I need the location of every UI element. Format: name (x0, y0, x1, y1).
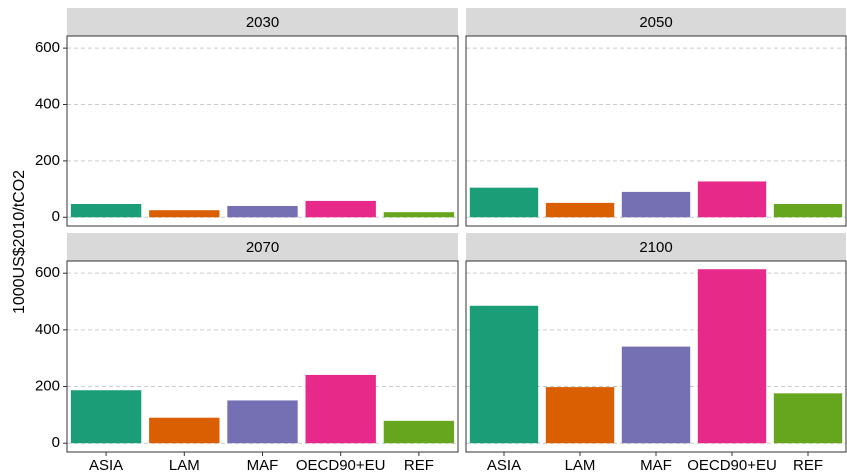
bar (227, 205, 298, 218)
x-tick-label: ASIA (487, 457, 521, 474)
x-tick-label: MAF (640, 457, 672, 474)
x-tick-label: ASIA (89, 457, 123, 474)
x-tick-label: REF (793, 457, 823, 474)
facet-title: 2050 (639, 14, 672, 31)
y-tick-label: 600 (35, 39, 60, 56)
x-tick-label: OECD90+EU (296, 457, 386, 474)
bar (621, 346, 691, 444)
y-tick-label: 200 (35, 152, 60, 169)
strip (67, 233, 458, 261)
y-axis-label: 1000US$2010/tCO2 (11, 170, 28, 314)
bar (227, 400, 298, 444)
facet-title: 2100 (639, 239, 672, 256)
bar (149, 417, 220, 444)
strip (466, 8, 846, 36)
strip (466, 233, 846, 261)
bar (697, 269, 767, 444)
y-tick-label: 400 (35, 321, 60, 338)
facet-title: 2030 (246, 14, 279, 31)
bar (70, 204, 142, 218)
bar (305, 200, 376, 218)
bar (70, 390, 142, 444)
bar (545, 387, 615, 444)
bar (545, 202, 615, 218)
y-tick-label: 600 (35, 264, 60, 281)
bar (383, 212, 455, 218)
bar (469, 187, 539, 218)
y-tick-label: 400 (35, 95, 60, 112)
y-tick-label: 0 (52, 208, 60, 225)
bar (773, 393, 843, 444)
facet-title: 2070 (246, 239, 279, 256)
y-tick-label: 0 (52, 434, 60, 451)
bar (469, 305, 539, 444)
panel-border (465, 35, 847, 227)
y-tick-label: 200 (35, 378, 60, 395)
x-tick-label: LAM (169, 457, 200, 474)
panel-border (66, 35, 459, 227)
x-tick-label: OECD90+EU (687, 457, 777, 474)
bar (383, 420, 455, 444)
panel-border (465, 260, 847, 453)
bar (773, 204, 843, 218)
bar (621, 191, 691, 218)
strip (67, 8, 458, 36)
x-tick-label: LAM (565, 457, 596, 474)
bar (697, 181, 767, 218)
panel-border (66, 260, 459, 453)
x-tick-label: REF (404, 457, 434, 474)
x-tick-label: MAF (247, 457, 279, 474)
bar (305, 374, 376, 444)
bar (149, 210, 220, 218)
